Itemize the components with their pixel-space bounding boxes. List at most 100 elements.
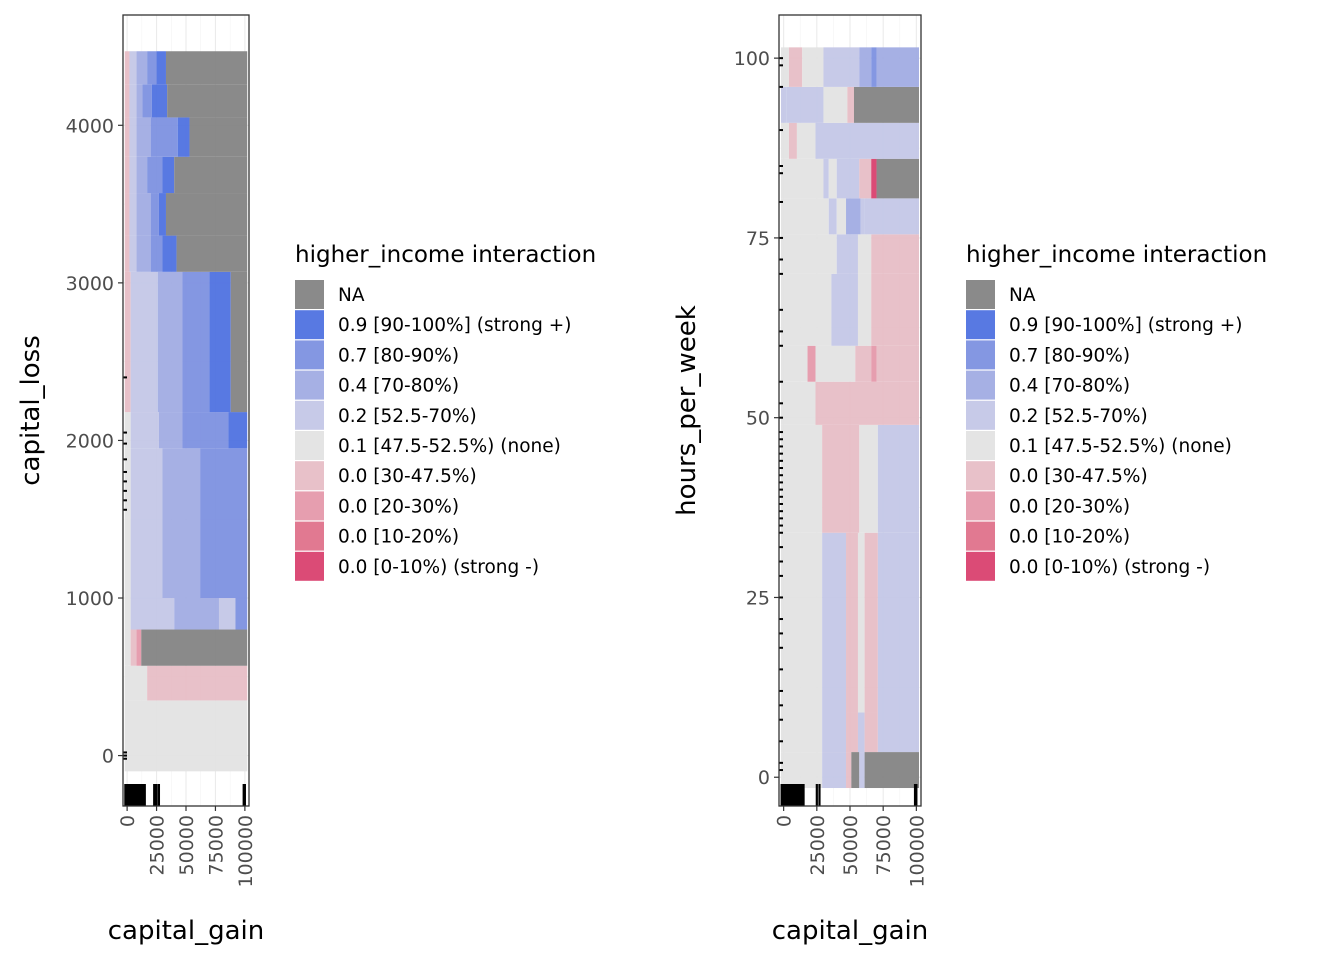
y-axis-title: hours_per_week xyxy=(672,305,702,516)
heatmap-tiles xyxy=(780,47,920,789)
heatmap-tile xyxy=(853,86,920,123)
legend-label: 0.9 [90-100%] (strong +) xyxy=(338,315,571,336)
heatmap-tile xyxy=(860,198,865,235)
legend-label: 0.9 [90-100%] (strong +) xyxy=(1009,315,1242,336)
heatmap-tile xyxy=(822,424,860,533)
heatmap-tile xyxy=(150,193,159,236)
heatmap-tile xyxy=(165,51,248,85)
heatmap-tile xyxy=(788,122,797,159)
heatmap-tile xyxy=(857,234,872,274)
heatmap-tile xyxy=(846,532,858,713)
heatmap-tile xyxy=(129,51,137,85)
x-tick-label: 0 xyxy=(774,815,796,827)
heatmap-tile xyxy=(136,84,143,118)
y-axis-title: capital_loss xyxy=(16,335,46,486)
heatmap-tile xyxy=(124,235,130,272)
legend-key-swatch xyxy=(295,400,324,430)
legend: higher_income interaction NA 0.9 [90-100%… xyxy=(295,242,596,581)
legend-label: 0.0 [10-20%) xyxy=(338,527,459,548)
heatmap-tile xyxy=(823,47,860,87)
x-tick-label: 75000 xyxy=(873,815,895,875)
legend-key-swatch xyxy=(966,491,995,521)
heatmap-tile xyxy=(780,752,823,789)
legend-key-swatch xyxy=(295,521,324,551)
heatmap-tile xyxy=(124,448,131,599)
heatmap-tile xyxy=(846,198,861,235)
heatmap-tile xyxy=(876,345,920,382)
heatmap-tile xyxy=(129,235,137,272)
heatmap-tile xyxy=(864,712,878,753)
y-tick-label: 0 xyxy=(758,767,770,789)
heatmap-tile xyxy=(141,629,248,666)
heatmap-tile xyxy=(147,51,157,85)
heatmap-tile xyxy=(124,51,130,85)
y-axis-ticks: 0 25 50 75 100 xyxy=(734,48,779,789)
legend-label: 0.0 [20-30%) xyxy=(1009,496,1130,517)
y-tick-label: 3000 xyxy=(66,273,114,295)
heatmap-tile xyxy=(786,86,824,123)
heatmap-tile xyxy=(871,273,920,346)
x-axis-ticks: 0 25000 50000 75000 100000 xyxy=(774,806,928,888)
heatmap-tile xyxy=(147,665,248,701)
heatmap-tile xyxy=(815,345,856,382)
heatmap-tile xyxy=(780,345,808,382)
x-axis-title: capital_gain xyxy=(108,916,264,946)
heatmap-tile xyxy=(129,193,137,236)
x-tick-label: 75000 xyxy=(205,815,227,875)
heatmap-tile xyxy=(124,193,130,236)
heatmap-tile xyxy=(857,532,865,713)
heatmap-tile xyxy=(864,752,920,789)
rug-marks xyxy=(123,376,246,806)
y-tick-label: 50 xyxy=(746,408,770,430)
legend-label: 0.2 [52.5-70%) xyxy=(338,406,477,427)
heatmap-tile xyxy=(871,47,877,87)
legend-key-swatch xyxy=(966,551,995,581)
heatmap-tile xyxy=(209,271,231,413)
heatmap-tile xyxy=(855,345,872,382)
legend-key-swatch xyxy=(966,521,995,551)
heatmap-tile xyxy=(124,271,131,413)
heatmap-tile xyxy=(158,412,183,449)
heatmap-tile xyxy=(157,271,183,413)
legend-label: 0.7 [80-90%) xyxy=(338,345,459,366)
x-tick-label: 50000 xyxy=(176,815,198,875)
heatmap-tile xyxy=(162,448,201,599)
legend-key-swatch xyxy=(966,280,995,309)
legend-label: 0.2 [52.5-70%) xyxy=(1009,406,1148,427)
heatmap-tile xyxy=(142,84,152,118)
heatmap-tile xyxy=(859,752,865,789)
heatmap-tile xyxy=(836,198,847,235)
heatmap-tile xyxy=(815,381,920,425)
legend-key-swatch xyxy=(295,340,324,370)
heatmap-tile xyxy=(156,51,166,85)
heatmap-tile xyxy=(150,235,163,272)
y-axis-ticks: 0 1000 2000 3000 4000 xyxy=(66,115,123,768)
heatmap-tile xyxy=(780,424,823,533)
legend-key-swatch xyxy=(966,310,995,340)
heatmap-tile xyxy=(230,271,248,413)
heatmap-tile xyxy=(857,273,872,346)
heatmap-tile xyxy=(124,598,131,630)
legend-label: 0.0 [20-30%) xyxy=(338,496,459,517)
heatmap-tile xyxy=(136,156,148,194)
legend-label: 0.4 [70-80%) xyxy=(1009,376,1130,397)
heatmap-tile xyxy=(788,47,803,87)
heatmap-tile xyxy=(780,712,823,753)
legend-label: 0.0 [0-10%) (strong -) xyxy=(338,557,539,578)
y-tick-label: 4000 xyxy=(66,115,114,137)
heatmap-tile xyxy=(780,532,823,713)
heatmap-tile xyxy=(846,712,858,753)
heatmap-tile xyxy=(136,117,151,157)
legend-key-swatch xyxy=(295,370,324,400)
heatmap-tile xyxy=(174,156,248,194)
y-tick-label: 100 xyxy=(734,48,770,70)
legend-key-swatch xyxy=(966,400,995,430)
heatmap-tile xyxy=(780,122,789,159)
legend-key-swatch xyxy=(966,431,995,460)
heatmap-tile xyxy=(851,752,860,789)
legend-key-swatch xyxy=(295,551,324,581)
panel-hours-per-week: 0 25 50 75 100 0 25000 50000 75000 100000 capita… xyxy=(672,14,1267,946)
heatmap-tile xyxy=(828,198,837,235)
heatmap-tile xyxy=(151,84,168,118)
